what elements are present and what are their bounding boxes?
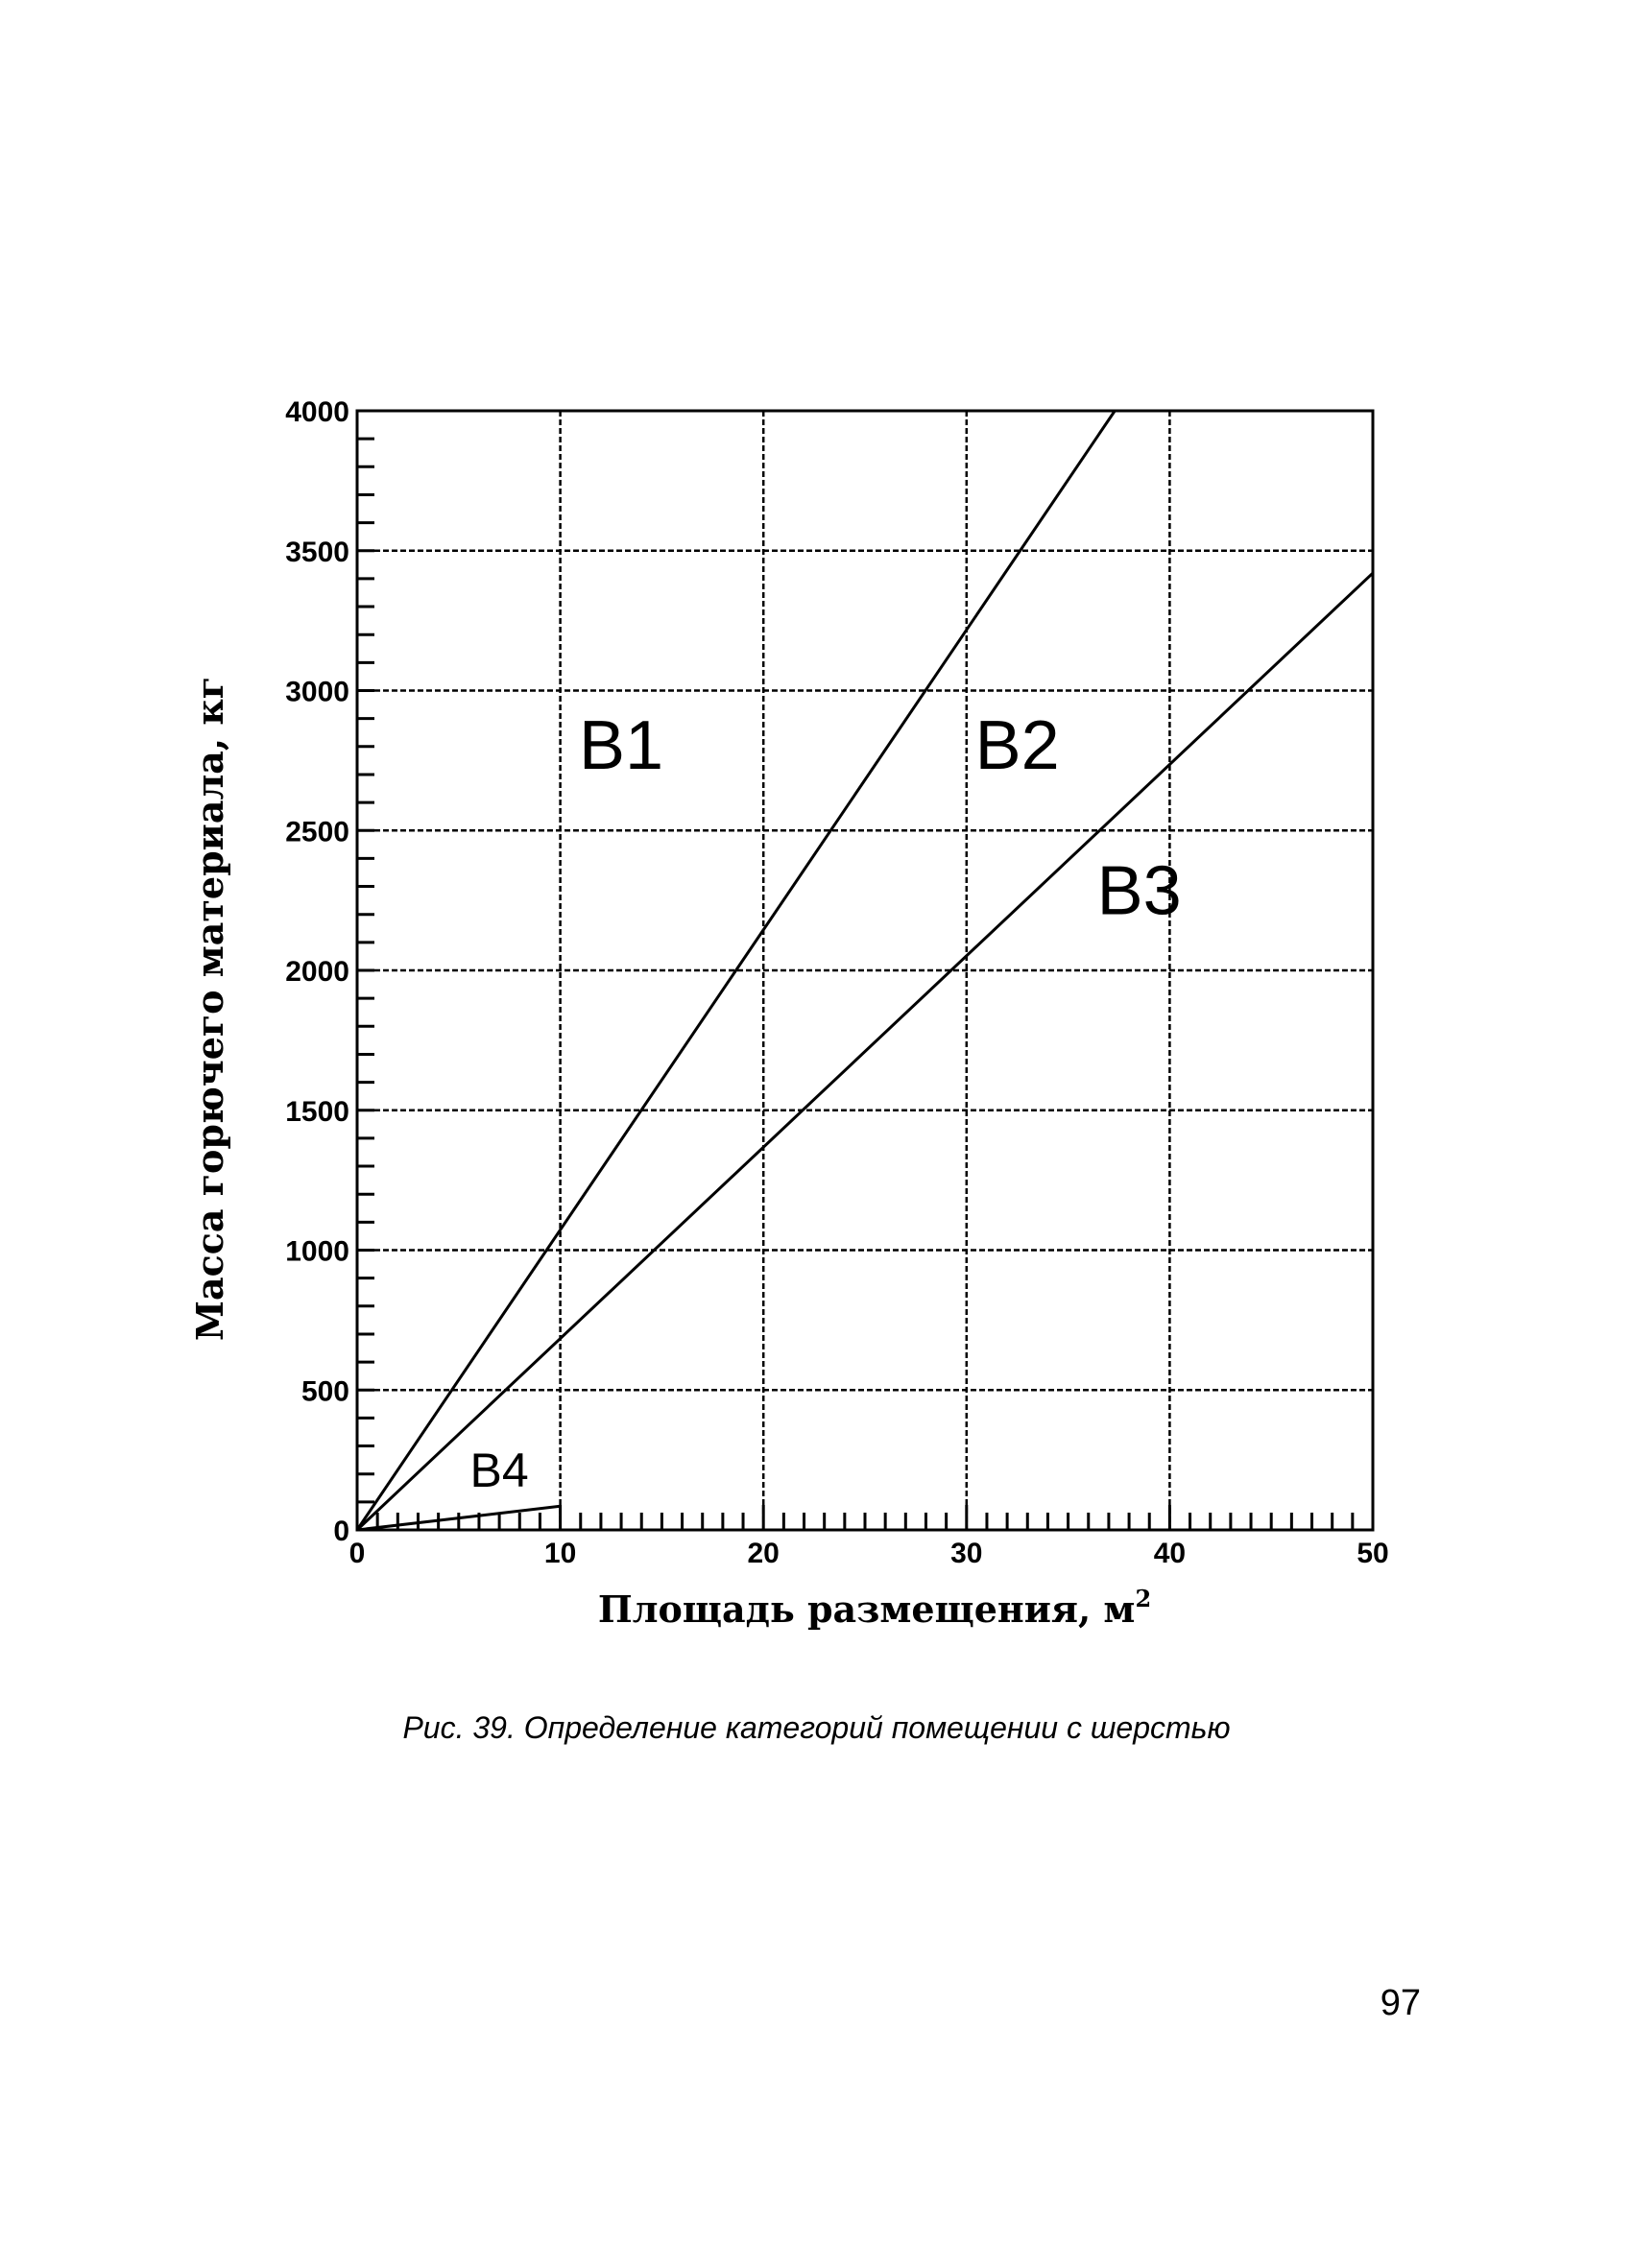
y-tick-label-8: 4000 (285, 396, 349, 428)
x-tick-label-2: 20 (748, 1538, 780, 1569)
series-line-3 (356, 1504, 561, 1532)
x-tick-label-0: 0 (349, 1538, 366, 1569)
y-tick-label-5: 2500 (285, 816, 349, 848)
grid (357, 411, 1373, 1530)
x-axis-title-text: Площадь размещения, м (598, 1588, 1136, 1631)
y-tick-label-4: 2000 (285, 956, 349, 988)
y-tick-label-0: 0 (333, 1516, 349, 1547)
x-tick-label-4: 40 (1154, 1538, 1186, 1569)
y-axis-title: Масса горючего материала, кг (188, 677, 231, 1341)
plot-frame (355, 409, 1375, 1532)
region-label-b4: B4 (470, 1444, 529, 1497)
y-tick-label-1: 500 (301, 1375, 349, 1407)
y-tick-label-6: 3000 (285, 677, 349, 708)
x-axis-title-superscript: 2 (1135, 1585, 1151, 1612)
region-label-b1: B1 (579, 707, 663, 784)
series (355, 410, 1375, 1532)
minor-ticks (355, 409, 1375, 1532)
series-line-2 (355, 571, 1375, 1532)
region-labels: B1 B2 B3 B4 (470, 707, 1182, 1497)
x-tick-label-3: 30 (950, 1538, 982, 1569)
x-tick-label-5: 50 (1357, 1538, 1388, 1569)
x-tick-label-1: 10 (544, 1538, 576, 1569)
page-number: 97 (1380, 1983, 1421, 2023)
y-tick-label-3: 1500 (285, 1096, 349, 1128)
tick-labels: 0 10 20 30 40 5005001000150020002500300035004… (285, 396, 1388, 1569)
series-line-1 (355, 410, 1117, 1531)
x-axis-title: Площадь размещения, м2 (598, 1585, 1151, 1631)
region-label-b2: B2 (975, 707, 1060, 784)
region-label-b3: B3 (1097, 853, 1182, 930)
y-tick-label-2: 1000 (285, 1236, 349, 1268)
figure-caption: Рис. 39. Определение категорий помещении… (402, 1710, 1231, 1745)
y-tick-label-7: 3500 (285, 537, 349, 568)
